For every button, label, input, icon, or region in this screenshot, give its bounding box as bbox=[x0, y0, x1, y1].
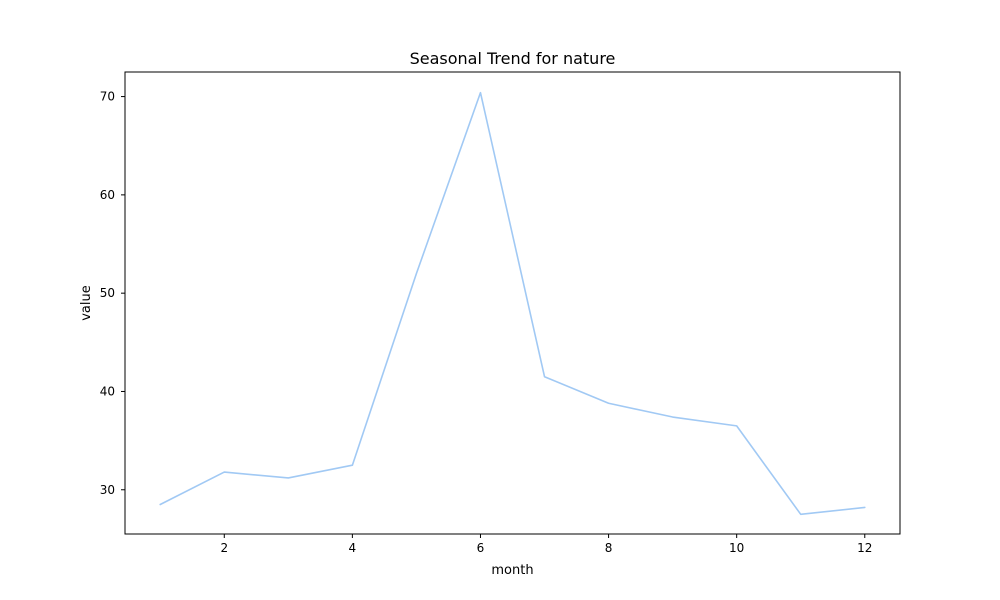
x-tick-label: 12 bbox=[857, 541, 872, 555]
y-axis-label: value bbox=[79, 285, 94, 321]
y-tick-label: 60 bbox=[100, 188, 115, 202]
series-line bbox=[159, 91, 866, 516]
x-tick-label: 8 bbox=[605, 541, 613, 555]
x-axis: 2 4 6 8 10 12 bbox=[220, 534, 872, 555]
x-axis-label: month bbox=[491, 563, 533, 578]
series-layer bbox=[159, 91, 866, 516]
y-tick-label: 50 bbox=[100, 286, 115, 300]
plot-area bbox=[124, 71, 901, 535]
x-tick-label: 2 bbox=[220, 541, 228, 555]
y-axis: 30 40 50 60 70 bbox=[100, 90, 125, 497]
x-tick-label: 4 bbox=[349, 541, 357, 555]
y-tick-label: 40 bbox=[100, 384, 115, 398]
x-tick-label: 10 bbox=[729, 541, 744, 555]
y-tick-label: 30 bbox=[100, 483, 115, 497]
chart-title: Seasonal Trend for nature bbox=[410, 49, 616, 68]
y-tick-label: 70 bbox=[100, 90, 115, 104]
x-tick-label: 6 bbox=[477, 541, 485, 555]
